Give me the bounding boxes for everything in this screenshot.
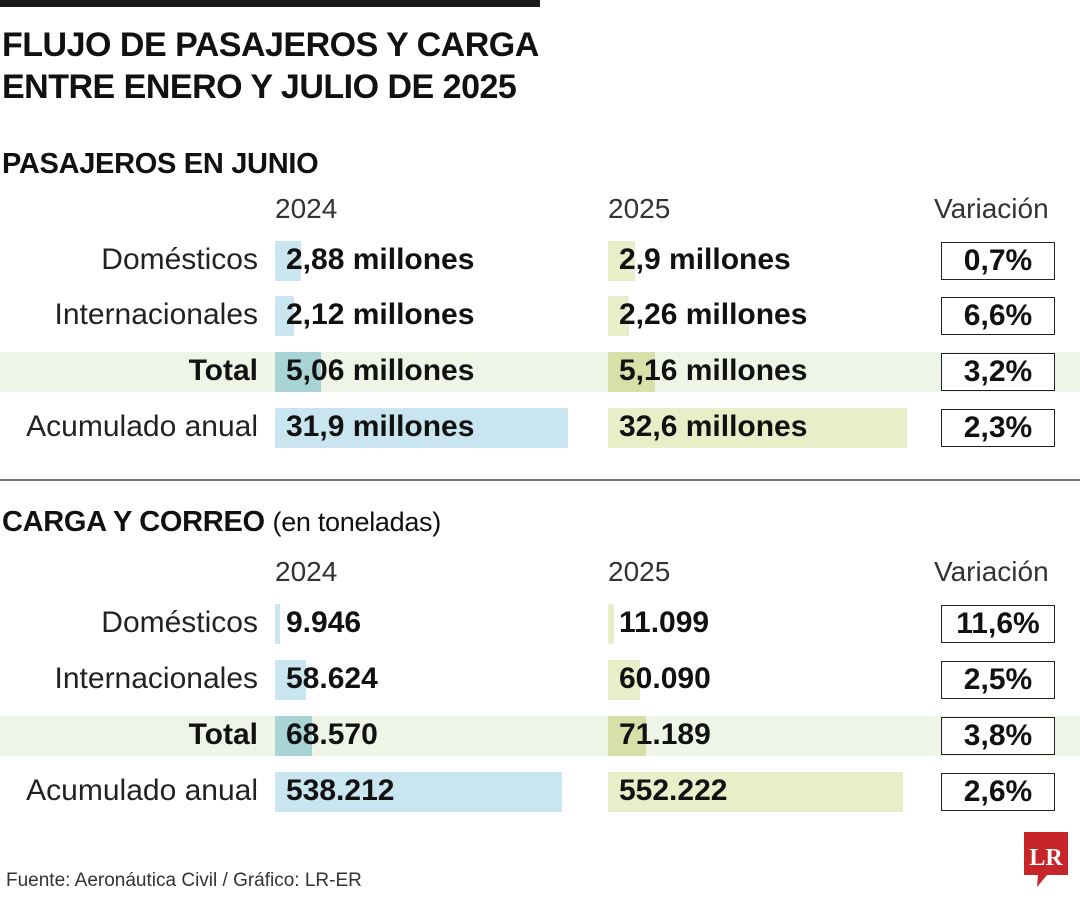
value-2025: 2,9 millones: [619, 243, 791, 276]
section-divider: [0, 479, 1080, 481]
bar-2025: [608, 241, 635, 281]
column-header-variation: Variación: [934, 193, 1049, 224]
bar-2024: [275, 352, 322, 392]
title-line-1: FLUJO DE PASAJEROS Y CARGA: [2, 26, 539, 64]
variation-box: 6,6%: [941, 297, 1055, 335]
bar-2024: [275, 408, 568, 448]
chart-title: FLUJO DE PASAJEROS Y CARGA ENTRE ENERO Y…: [2, 24, 539, 108]
bar-2024: [275, 716, 312, 756]
row-label: Internacionales: [54, 662, 258, 695]
bar-2024: [275, 772, 563, 812]
title-line-2: ENTRE ENERO Y JULIO DE 2025: [2, 68, 517, 106]
value-2024: 31,9 millones: [286, 410, 475, 443]
value-2024: 538.212: [286, 774, 395, 807]
value-2024: 58.624: [286, 662, 378, 695]
lr-logo: LR: [1023, 831, 1069, 894]
bar-2025: [608, 772, 903, 812]
value-2025: 552.222: [619, 774, 728, 807]
section-title: CARGA Y CORREO (en toneladas): [2, 506, 441, 539]
variation-box: 2,6%: [941, 773, 1055, 811]
column-header-2025: 2025: [608, 556, 671, 587]
row-label: Domésticos: [101, 243, 258, 276]
variation-box: 3,2%: [941, 353, 1055, 391]
variation-box: 3,8%: [941, 717, 1055, 755]
bar-2024: [275, 241, 302, 281]
value-2025: 60.090: [619, 662, 711, 695]
bar-2024: [275, 660, 307, 700]
section-title: PASAJEROS EN JUNIO: [2, 148, 319, 181]
value-2024: 9.946: [286, 606, 362, 639]
total-row-background: [0, 716, 1080, 756]
row-label: Acumulado anual: [26, 410, 258, 443]
value-2024: 68.570: [286, 718, 378, 751]
column-header-2024: 2024: [275, 556, 338, 587]
row-label: Total: [188, 354, 258, 387]
section-subtitle: (en toneladas): [272, 507, 442, 537]
bar-2024: [275, 296, 295, 336]
section-title-text: PASAJEROS EN JUNIO: [2, 148, 319, 180]
bar-2025: [608, 660, 641, 700]
value-2025: 5,16 millones: [619, 354, 808, 387]
row-label: Total: [188, 718, 258, 751]
total-row-background: [0, 352, 1080, 392]
bar-2025: [608, 408, 908, 448]
column-header-2025: 2025: [608, 193, 671, 224]
value-2024: 5,06 millones: [286, 354, 475, 387]
value-2025: 71.189: [619, 718, 711, 751]
variation-box: 11,6%: [941, 605, 1055, 643]
value-2024: 2,12 millones: [286, 298, 475, 331]
top-rule: [0, 0, 540, 7]
bar-2024: [275, 604, 281, 644]
column-header-variation: Variación: [934, 556, 1049, 587]
value-2025: 32,6 millones: [619, 410, 808, 443]
variation-box: 2,3%: [941, 409, 1055, 447]
bar-2025: [608, 352, 656, 392]
section-title-text: CARGA Y CORREO: [2, 506, 265, 538]
column-header-2024: 2024: [275, 193, 338, 224]
bar-2025: [608, 604, 614, 644]
bar-2025: [608, 716, 646, 756]
variation-box: 0,7%: [941, 242, 1055, 280]
row-label: Acumulado anual: [26, 774, 258, 807]
row-label: Internacionales: [54, 298, 258, 331]
bar-2025: [608, 296, 629, 336]
svg-text:LR: LR: [1029, 845, 1063, 871]
variation-box: 2,5%: [941, 661, 1055, 699]
value-2025: 2,26 millones: [619, 298, 808, 331]
source-note: Fuente: Aeronáutica Civil / Gráfico: LR-…: [6, 870, 362, 891]
value-2025: 11.099: [619, 606, 710, 639]
value-2024: 2,88 millones: [286, 243, 475, 276]
row-label: Domésticos: [101, 606, 258, 639]
